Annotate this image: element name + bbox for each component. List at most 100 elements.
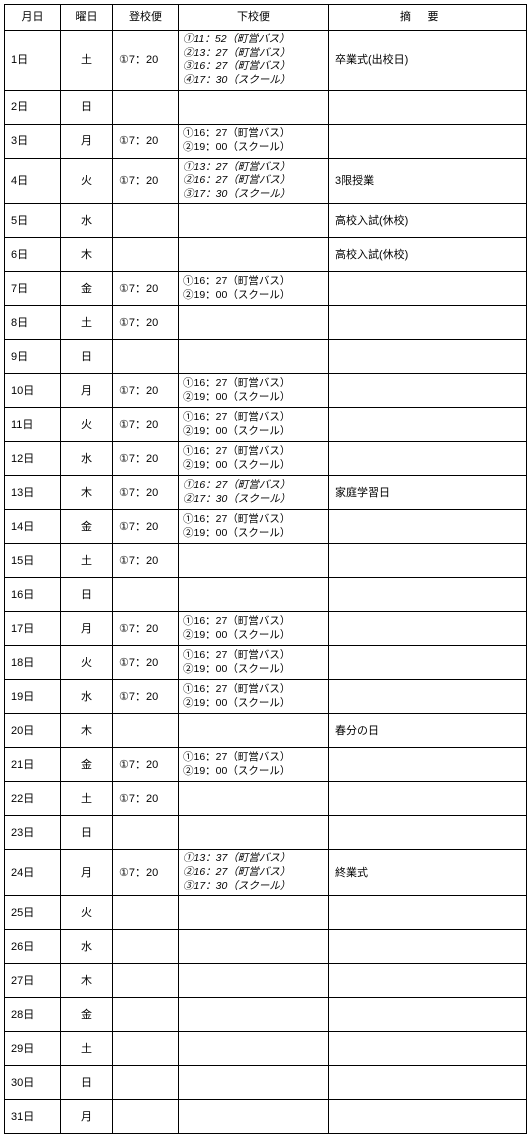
departure-line: ①13：27（町営バス） [183, 161, 324, 175]
cell-notes: 終業式 [329, 850, 527, 896]
cell-notes: 3限授業 [329, 158, 527, 204]
table-row: 8日土①7：20 [5, 306, 527, 340]
departure-line: ①16：27（町営バス） [183, 275, 324, 289]
table-row: 27日木 [5, 964, 527, 998]
cell-notes [329, 816, 527, 850]
cell-date: 2日 [5, 90, 61, 124]
cell-notes [329, 612, 527, 646]
cell-arrival: ①7：20 [113, 374, 179, 408]
departure-line: ②19：00（スクール） [183, 425, 324, 439]
cell-weekday: 火 [61, 896, 113, 930]
table-row: 16日日 [5, 578, 527, 612]
cell-date: 17日 [5, 612, 61, 646]
cell-departure: ①16：27（町営バス）②19：00（スクール） [179, 124, 329, 158]
table-row: 12日水①7：20①16：27（町営バス）②19：00（スクール） [5, 442, 527, 476]
table-row: 31日月 [5, 1100, 527, 1134]
cell-departure: ①16：27（町営バス）②19：00（スクール） [179, 374, 329, 408]
departure-line: ①16：27（町営バス） [183, 649, 324, 663]
cell-notes [329, 544, 527, 578]
cell-notes [329, 998, 527, 1032]
schedule-table: 月日 曜日 登校便 下校便 摘要 1日土①7：20①11：52（町営バス）②13… [4, 4, 527, 1134]
cell-departure [179, 204, 329, 238]
departure-line: ①16：27（町営バス） [183, 411, 324, 425]
departure-line: ③16：27（町営バス） [183, 60, 324, 74]
table-row: 21日金①7：20①16：27（町営バス）②19：00（スクール） [5, 748, 527, 782]
cell-departure: ①16：27（町営バス）②19：00（スクール） [179, 510, 329, 544]
cell-notes [329, 90, 527, 124]
cell-arrival: ①7：20 [113, 306, 179, 340]
cell-notes: 家庭学習日 [329, 476, 527, 510]
cell-notes [329, 442, 527, 476]
cell-date: 8日 [5, 306, 61, 340]
departure-line: ①16：27（町営バス） [183, 377, 324, 391]
cell-departure [179, 930, 329, 964]
cell-date: 20日 [5, 714, 61, 748]
cell-notes [329, 272, 527, 306]
cell-weekday: 土 [61, 306, 113, 340]
departure-line: ②19：00（スクール） [183, 391, 324, 405]
cell-departure: ①16：27（町営バス）②19：00（スクール） [179, 748, 329, 782]
departure-line: ②19：00（スクール） [183, 765, 324, 779]
cell-notes [329, 578, 527, 612]
header-date: 月日 [5, 5, 61, 31]
departure-line: ②17：30（スクール） [183, 493, 324, 507]
cell-departure: ①16：27（町営バス）②17：30（スクール） [179, 476, 329, 510]
cell-date: 27日 [5, 964, 61, 998]
cell-date: 31日 [5, 1100, 61, 1134]
departure-line: ①13：37（町営バス） [183, 852, 324, 866]
cell-notes [329, 408, 527, 442]
cell-arrival: ①7：20 [113, 476, 179, 510]
table-row: 18日火①7：20①16：27（町営バス）②19：00（スクール） [5, 646, 527, 680]
cell-date: 25日 [5, 896, 61, 930]
cell-weekday: 日 [61, 578, 113, 612]
cell-departure [179, 238, 329, 272]
cell-notes: 春分の日 [329, 714, 527, 748]
cell-arrival: ①7：20 [113, 748, 179, 782]
table-row: 22日土①7：20 [5, 782, 527, 816]
cell-arrival [113, 816, 179, 850]
cell-date: 18日 [5, 646, 61, 680]
cell-weekday: 土 [61, 544, 113, 578]
cell-departure [179, 998, 329, 1032]
cell-date: 19日 [5, 680, 61, 714]
cell-arrival: ①7：20 [113, 31, 179, 91]
cell-arrival: ①7：20 [113, 272, 179, 306]
cell-weekday: 土 [61, 31, 113, 91]
cell-departure: ①11：52（町営バス）②13：27（町営バス）③16：27（町営バス）④17：… [179, 31, 329, 91]
cell-date: 30日 [5, 1066, 61, 1100]
cell-arrival: ①7：20 [113, 408, 179, 442]
cell-departure [179, 1032, 329, 1066]
cell-notes [329, 896, 527, 930]
cell-weekday: 月 [61, 612, 113, 646]
cell-arrival: ①7：20 [113, 612, 179, 646]
cell-notes [329, 510, 527, 544]
departure-line: ③17：30（スクール） [183, 188, 324, 202]
cell-weekday: 木 [61, 476, 113, 510]
cell-notes [329, 1066, 527, 1100]
cell-date: 4日 [5, 158, 61, 204]
header-notes: 摘要 [329, 5, 527, 31]
cell-departure [179, 896, 329, 930]
cell-notes [329, 374, 527, 408]
cell-departure: ①16：27（町営バス）②19：00（スクール） [179, 646, 329, 680]
cell-weekday: 土 [61, 1032, 113, 1066]
cell-departure [179, 782, 329, 816]
header-weekday: 曜日 [61, 5, 113, 31]
table-row: 10日月①7：20①16：27（町営バス）②19：00（スクール） [5, 374, 527, 408]
cell-arrival [113, 964, 179, 998]
cell-date: 5日 [5, 204, 61, 238]
table-header-row: 月日 曜日 登校便 下校便 摘要 [5, 5, 527, 31]
cell-date: 26日 [5, 930, 61, 964]
cell-arrival: ①7：20 [113, 442, 179, 476]
cell-notes [329, 1100, 527, 1134]
cell-date: 7日 [5, 272, 61, 306]
cell-departure: ①13：37（町営バス）②16：27（町営バス）③17：30（スクール） [179, 850, 329, 896]
departure-line: ②19：00（スクール） [183, 663, 324, 677]
departure-line: ①16：27（町営バス） [183, 513, 324, 527]
cell-weekday: 日 [61, 340, 113, 374]
cell-weekday: 日 [61, 1066, 113, 1100]
cell-arrival [113, 1032, 179, 1066]
cell-weekday: 水 [61, 204, 113, 238]
cell-notes [329, 646, 527, 680]
header-departure: 下校便 [179, 5, 329, 31]
